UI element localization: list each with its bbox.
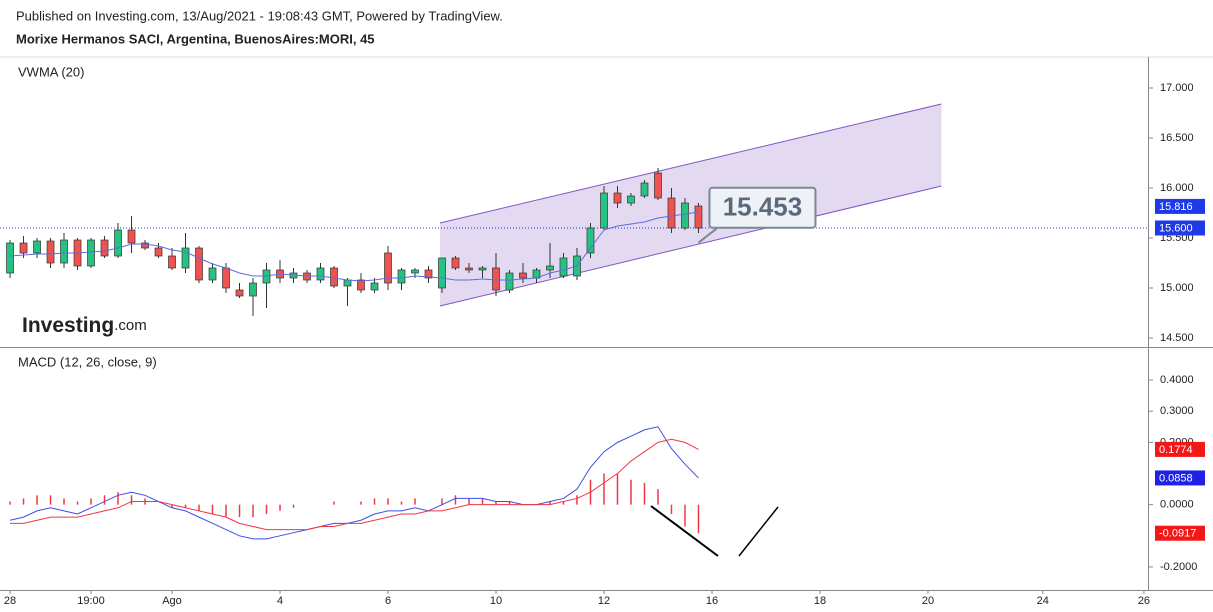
candle-body: [586, 227, 595, 254]
published-line: Published on Investing.com, 13/Aug/2021 …: [16, 8, 503, 23]
candle-body: [384, 252, 392, 284]
y-tick-label: 15.000: [1160, 282, 1194, 294]
x-tick-label: 20: [922, 595, 934, 607]
logo-brand: Investing: [22, 314, 114, 337]
candle-body: [411, 269, 419, 274]
candle-body: [492, 267, 500, 291]
x-tick-label: 28: [4, 595, 16, 607]
last-value-label: 0.0858: [1159, 472, 1193, 484]
candle-body: [654, 172, 662, 199]
signal-line: [10, 438, 699, 531]
y-tick-label: 16.500: [1160, 132, 1194, 144]
last-value-label: 15.816: [1159, 201, 1193, 213]
candle-body: [451, 257, 460, 269]
channel-upper: [439, 103, 942, 224]
candle-body: [60, 239, 68, 264]
candle-body: [6, 242, 14, 274]
channel-fill: [439, 104, 942, 306]
x-tick-label: 18: [814, 595, 826, 607]
candle-body: [114, 229, 122, 257]
symbol-line: Morixe Hermanos SACI, Argentina, BuenosA…: [16, 31, 375, 46]
last-value-label: 15.600: [1159, 222, 1193, 234]
candle-body: [208, 267, 217, 281]
candle-body: [168, 255, 176, 269]
logo-suffix: .com: [114, 317, 147, 334]
candle-body: [141, 242, 149, 249]
x-tick-label: 10: [490, 595, 502, 607]
candle-body: [694, 205, 703, 229]
last-value-label: -0.0917: [1159, 528, 1196, 540]
x-tick-label: 24: [1037, 595, 1049, 607]
y-tick-label: 0.0000: [1160, 499, 1194, 511]
x-tick-label: 6: [385, 595, 391, 607]
candle-body: [154, 247, 163, 257]
candle-body: [546, 265, 554, 271]
channel-lower: [439, 185, 942, 307]
candle-body: [627, 195, 635, 204]
pane-title: VWMA (20): [18, 64, 84, 79]
candle-body: [330, 267, 338, 287]
candle-body: [478, 267, 487, 271]
candle-body: [127, 229, 136, 244]
last-value-box: [1155, 470, 1205, 486]
candle-body: [235, 289, 244, 297]
candle-body: [640, 182, 649, 197]
candle-body: [397, 269, 406, 284]
last-value-label: 0.1774: [1159, 444, 1193, 456]
y-tick-label: 16.000: [1160, 182, 1194, 194]
vwma-line: [9, 211, 699, 282]
last-value-box: [1155, 441, 1205, 457]
last-value-box: [1155, 198, 1205, 214]
candle-body: [370, 282, 379, 291]
candle-body: [681, 202, 689, 229]
y-tick-label: 14.500: [1160, 332, 1194, 344]
pane-title: MACD (12, 26, close, 9): [18, 354, 157, 369]
callout-label: 15.453: [723, 192, 803, 222]
last-value-box: [1155, 525, 1205, 541]
x-tick-label: 26: [1138, 595, 1150, 607]
candle-body: [667, 197, 676, 229]
candle-body: [505, 272, 514, 291]
callout-box: [708, 186, 817, 229]
candle-body: [19, 242, 28, 254]
callout-pointer: [697, 227, 718, 244]
y-tick-label: 17.000: [1160, 82, 1194, 94]
candle-body: [424, 269, 433, 279]
candle-body: [222, 267, 230, 289]
macd-line: [9, 426, 699, 540]
candle-body: [181, 247, 190, 269]
candle-body: [249, 282, 257, 297]
candle-body: [343, 279, 352, 287]
y-tick-label: 0.4000: [1160, 374, 1194, 386]
candle-body: [46, 240, 55, 264]
y-tick-label: 0.3000: [1160, 405, 1194, 417]
candle-body: [559, 257, 568, 277]
candle-body: [100, 239, 109, 257]
candle-body: [613, 192, 622, 204]
last-value-box: [1155, 220, 1205, 236]
y-tick-label: -0.2000: [1160, 561, 1197, 573]
candle-body: [465, 267, 473, 271]
x-tick-label: Ago: [162, 595, 182, 607]
x-tick-label: 4: [277, 595, 283, 607]
candle-body: [316, 267, 325, 281]
candle-body: [438, 257, 446, 289]
x-tick-label: 16: [706, 595, 718, 607]
x-tick-label: 19:00: [77, 595, 105, 607]
candle-body: [357, 279, 365, 291]
candle-body: [87, 239, 95, 267]
drawing-line: [738, 506, 779, 557]
drawing-line: [650, 505, 719, 557]
candle-body: [195, 247, 203, 281]
candle-body: [519, 272, 527, 279]
plot-layer: 14.50015.00015.50016.00016.50017.00015.4…: [0, 82, 1205, 607]
candle-body: [600, 192, 608, 229]
candle-body: [33, 240, 41, 254]
x-tick-label: 12: [598, 595, 610, 607]
logo: Investing.com: [22, 314, 147, 337]
